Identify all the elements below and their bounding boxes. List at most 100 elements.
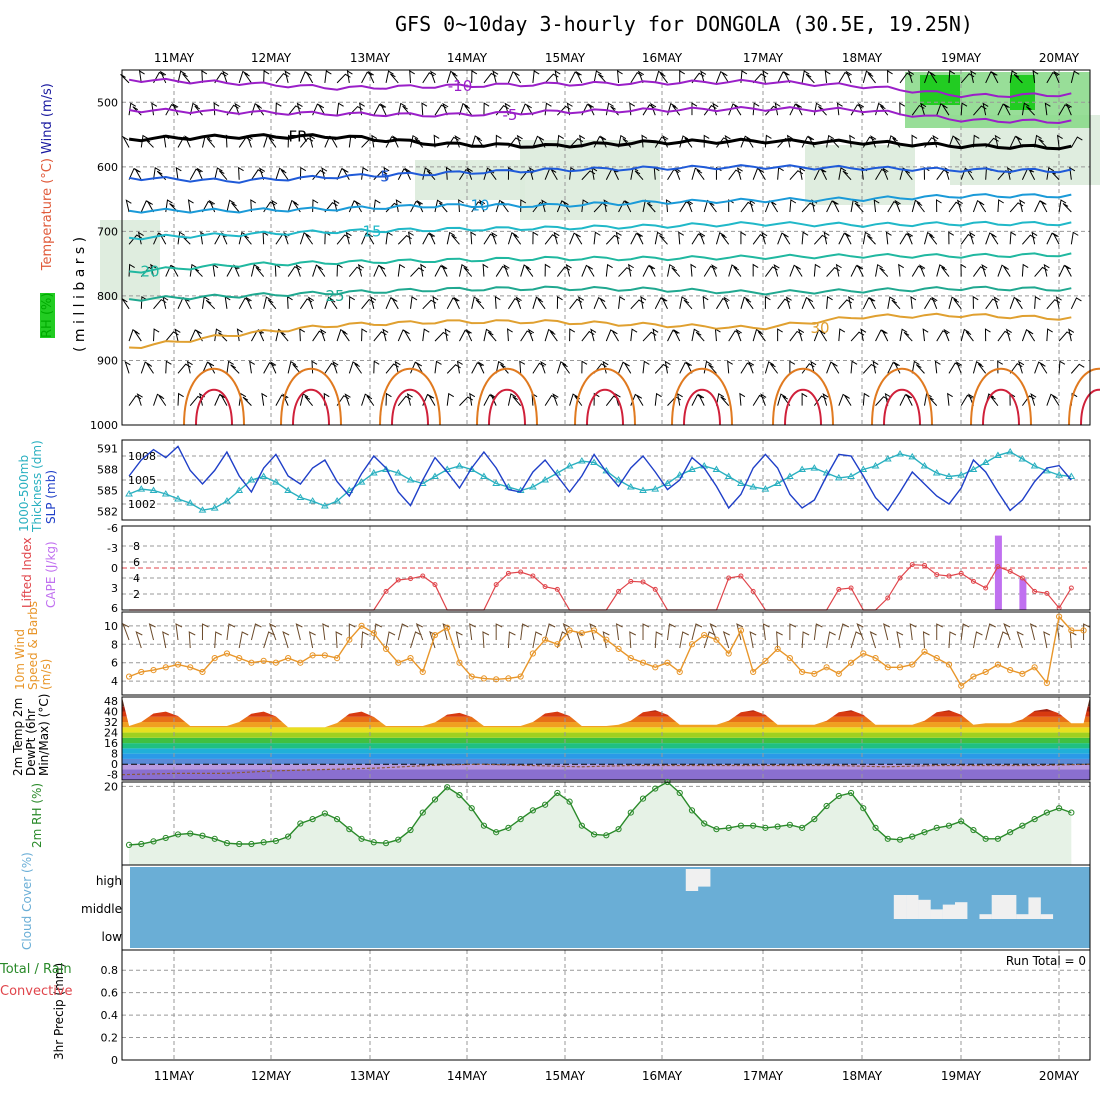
rh2m-marker bbox=[860, 805, 867, 812]
thickness-marker bbox=[565, 461, 574, 469]
wind-barb bbox=[268, 137, 277, 148]
thickness-marker bbox=[859, 465, 868, 472]
wind-barb bbox=[1009, 231, 1017, 245]
wind-barb bbox=[671, 267, 681, 277]
cape-label: CAPE (J/kg) bbox=[44, 541, 58, 608]
rh2m-marker bbox=[297, 820, 304, 827]
wind-barb bbox=[397, 168, 410, 180]
wind10-marker bbox=[664, 659, 671, 666]
thickness-marker bbox=[626, 483, 635, 490]
wind-barb bbox=[848, 296, 855, 309]
wind-barb bbox=[458, 102, 469, 116]
wind10-marker bbox=[578, 630, 585, 637]
wind-barb bbox=[1056, 134, 1063, 148]
wind-barb bbox=[537, 298, 546, 310]
precip-tick-0.2: 0.2 bbox=[101, 1032, 119, 1045]
wind-barb bbox=[911, 134, 918, 148]
wind10-marker bbox=[1019, 670, 1026, 677]
rh2m-marker bbox=[468, 805, 475, 812]
wind-barb bbox=[679, 296, 688, 309]
wind10-marker bbox=[456, 659, 463, 666]
wind10-marker bbox=[799, 668, 806, 676]
wind-barb bbox=[292, 363, 301, 374]
wind-barb bbox=[226, 360, 234, 374]
thickness-marker bbox=[137, 485, 146, 492]
wind10-barb bbox=[250, 623, 262, 641]
wind-barb bbox=[728, 264, 738, 277]
wind-barb bbox=[165, 360, 172, 374]
wind-barb bbox=[1068, 328, 1075, 342]
wind10-marker bbox=[811, 670, 818, 677]
wind-barb bbox=[875, 263, 883, 277]
lifted-index-marker bbox=[554, 586, 560, 592]
wind-barb bbox=[271, 199, 278, 213]
wind-barb bbox=[879, 267, 889, 277]
wind10-marker bbox=[774, 645, 781, 652]
wind-barb bbox=[782, 395, 791, 406]
wind-barb bbox=[887, 70, 893, 83]
bottom-date-17MAY: 17MAY bbox=[743, 1069, 784, 1083]
cloud-level-middle: middle bbox=[81, 902, 122, 916]
wind-barb bbox=[673, 328, 681, 342]
wind-barb bbox=[630, 72, 643, 84]
wind-barb bbox=[740, 70, 748, 83]
wind10-marker bbox=[444, 624, 451, 631]
wind-barb bbox=[1022, 234, 1036, 245]
heat-contour-inner bbox=[488, 388, 526, 426]
thickness-tick-591: 591 bbox=[97, 442, 118, 455]
rh2m-marker bbox=[676, 789, 683, 797]
wind-barb bbox=[1039, 200, 1048, 213]
wind10-barb bbox=[654, 631, 663, 649]
wind-barb bbox=[862, 297, 874, 310]
wind10-marker bbox=[542, 636, 549, 643]
wind-barb bbox=[624, 362, 632, 374]
thickness-marker bbox=[431, 472, 439, 479]
wind-barb bbox=[1046, 71, 1059, 84]
wind-barb bbox=[373, 199, 381, 213]
wind-barb bbox=[764, 361, 774, 374]
wind-barb bbox=[810, 360, 817, 374]
wind-barb bbox=[1058, 104, 1071, 116]
wind10-barb bbox=[148, 623, 156, 641]
wind-barb bbox=[997, 199, 1004, 213]
wind-barb bbox=[695, 331, 705, 342]
rh2m-marker bbox=[138, 840, 145, 848]
wind-barb bbox=[528, 167, 536, 180]
thickness-marker bbox=[541, 476, 550, 483]
wind-barb bbox=[910, 295, 917, 309]
slp-label: SLP (mb) bbox=[44, 469, 58, 524]
wind-barb bbox=[491, 231, 498, 245]
wind-barb bbox=[1070, 70, 1080, 84]
wind-barb bbox=[856, 264, 864, 277]
wind-barb bbox=[317, 103, 326, 116]
temp-band-3 bbox=[122, 753, 1090, 759]
wind-barb bbox=[138, 70, 145, 83]
wind-barb bbox=[587, 265, 595, 277]
wind-barb bbox=[230, 364, 240, 374]
wind-barb bbox=[280, 169, 289, 181]
cape-bar bbox=[994, 535, 1002, 610]
wind-barb bbox=[317, 266, 326, 277]
wind-barb bbox=[661, 296, 668, 310]
lifted-index-marker bbox=[616, 588, 622, 594]
rh2m-marker bbox=[260, 839, 267, 846]
wind-barb bbox=[857, 102, 865, 116]
contour-5 bbox=[128, 164, 1072, 184]
wind-barb bbox=[238, 166, 244, 180]
slp-tick-1005: 1005 bbox=[128, 474, 156, 487]
wind-barb bbox=[329, 298, 338, 310]
wind-barb bbox=[429, 70, 437, 84]
wind-barb bbox=[674, 167, 681, 180]
wind-barb bbox=[990, 233, 999, 245]
wind-barb bbox=[696, 169, 705, 181]
wind-barb bbox=[862, 392, 870, 406]
heat-contour-inner bbox=[883, 388, 921, 426]
thickness-marker bbox=[247, 476, 256, 483]
wind-barb bbox=[715, 166, 722, 180]
wind10-barb bbox=[642, 623, 650, 640]
precip-tick-0: 0 bbox=[111, 1054, 118, 1067]
wind-barb bbox=[700, 70, 707, 84]
wind10-barb bbox=[1003, 622, 1011, 641]
wind10-barb bbox=[629, 631, 637, 649]
heat-contour-outer bbox=[280, 367, 342, 426]
